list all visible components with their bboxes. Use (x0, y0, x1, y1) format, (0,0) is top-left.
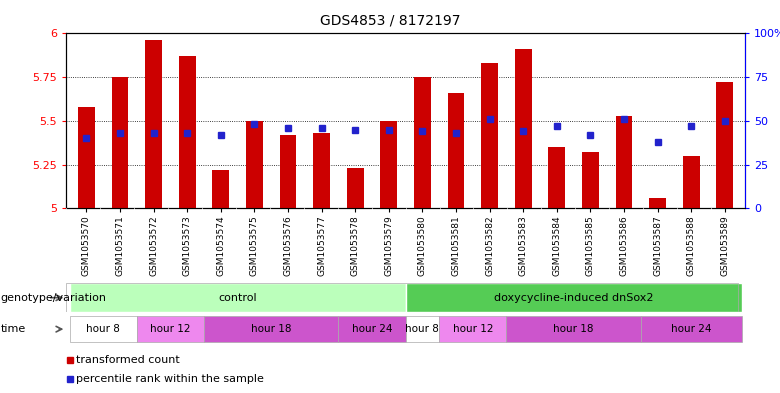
Bar (506, 316, 640, 342)
Text: GDS4853 / 8172197: GDS4853 / 8172197 (320, 14, 460, 28)
Bar (69, 316, 136, 342)
Bar (279, 135, 296, 208)
Text: hour 24: hour 24 (671, 324, 711, 334)
Bar (179, 56, 196, 208)
Text: hour 8: hour 8 (406, 324, 439, 334)
Bar (615, 116, 633, 208)
Bar (481, 63, 498, 208)
Text: hour 18: hour 18 (553, 324, 594, 334)
Bar (112, 77, 129, 208)
Bar (649, 198, 666, 208)
Text: transformed count: transformed count (76, 354, 180, 365)
Text: hour 18: hour 18 (251, 324, 292, 334)
Bar (212, 170, 229, 208)
Bar (204, 316, 339, 342)
Bar (69, 283, 406, 312)
Bar (414, 77, 431, 208)
Text: percentile rank within the sample: percentile rank within the sample (76, 374, 264, 384)
Bar (381, 121, 397, 208)
Bar (582, 152, 599, 208)
Bar (314, 133, 330, 208)
Text: hour 24: hour 24 (352, 324, 392, 334)
Bar (439, 316, 506, 342)
Bar (246, 121, 263, 208)
Text: hour 12: hour 12 (151, 324, 190, 334)
Bar (339, 316, 406, 342)
Bar (347, 168, 363, 208)
Bar (406, 316, 439, 342)
Bar (78, 107, 95, 208)
Bar (145, 40, 162, 208)
Text: doxycycline-induced dnSox2: doxycycline-induced dnSox2 (494, 293, 654, 303)
Bar (448, 93, 464, 208)
Text: time: time (1, 324, 26, 334)
Bar (640, 316, 742, 342)
Bar (406, 283, 742, 312)
Text: hour 8: hour 8 (87, 324, 120, 334)
Bar (682, 156, 700, 208)
Text: genotype/variation: genotype/variation (1, 293, 107, 303)
Bar (716, 83, 733, 208)
Bar (515, 49, 532, 208)
Text: hour 12: hour 12 (452, 324, 493, 334)
Bar (548, 147, 565, 208)
Text: control: control (218, 293, 257, 303)
Bar (136, 316, 204, 342)
